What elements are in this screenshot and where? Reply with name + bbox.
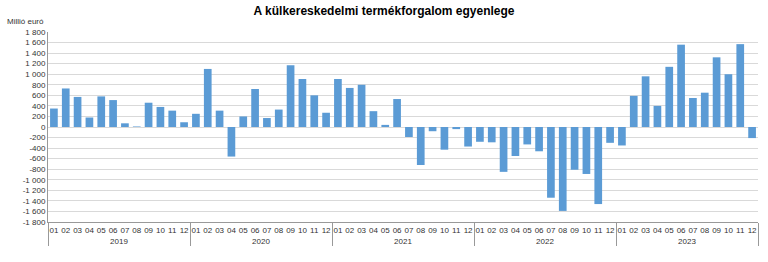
svg-text:-1 400: -1 400 [23,197,46,206]
svg-text:08: 08 [700,226,709,235]
svg-text:11: 11 [736,226,745,235]
svg-text:2021: 2021 [394,237,412,246]
svg-text:08: 08 [558,226,567,235]
svg-text:-1 600: -1 600 [23,207,46,216]
svg-text:03: 03 [215,226,224,235]
svg-text:04: 04 [85,226,94,235]
svg-text:12: 12 [464,226,473,235]
svg-text:03: 03 [73,226,82,235]
svg-text:12: 12 [322,226,331,235]
svg-text:02: 02 [629,226,638,235]
svg-text:01: 01 [49,226,58,235]
svg-text:09: 09 [570,226,579,235]
svg-text:07: 07 [262,226,271,235]
svg-text:03: 03 [499,226,508,235]
svg-text:09: 09 [428,226,437,235]
svg-text:2020: 2020 [252,237,270,246]
svg-text:04: 04 [511,226,520,235]
svg-text:06: 06 [677,226,686,235]
svg-text:08: 08 [274,226,283,235]
svg-text:200: 200 [32,112,46,121]
svg-text:-800: -800 [29,165,46,174]
svg-text:A külkereskedelmi termékforgal: A külkereskedelmi termékforgalom egyenle… [254,4,515,18]
svg-text:11: 11 [452,226,461,235]
svg-text:1 600: 1 600 [25,38,46,47]
svg-text:05: 05 [239,226,248,235]
svg-text:09: 09 [286,226,295,235]
svg-text:04: 04 [653,226,662,235]
svg-text:-1 000: -1 000 [23,176,46,185]
svg-text:05: 05 [97,226,106,235]
svg-text:06: 06 [251,226,260,235]
svg-text:1 200: 1 200 [25,59,46,68]
svg-text:02: 02 [203,226,212,235]
svg-text:01: 01 [191,226,200,235]
svg-text:10: 10 [440,226,449,235]
svg-text:09: 09 [712,226,721,235]
svg-text:06: 06 [109,226,118,235]
svg-text:1 000: 1 000 [25,70,46,79]
svg-text:11: 11 [168,226,177,235]
svg-text:05: 05 [381,226,390,235]
svg-text:02: 02 [345,226,354,235]
svg-text:06: 06 [393,226,402,235]
svg-text:01: 01 [475,226,484,235]
svg-text:01: 01 [333,226,342,235]
svg-text:04: 04 [227,226,236,235]
svg-text:12: 12 [748,226,757,235]
svg-text:-600: -600 [29,154,46,163]
svg-text:800: 800 [32,81,46,90]
svg-text:12: 12 [180,226,189,235]
svg-text:10: 10 [724,226,733,235]
svg-text:11: 11 [594,226,603,235]
svg-text:-1 800: -1 800 [23,218,46,227]
svg-text:04: 04 [369,226,378,235]
svg-text:12: 12 [606,226,615,235]
svg-text:400: 400 [32,102,46,111]
svg-text:06: 06 [535,226,544,235]
svg-text:03: 03 [357,226,366,235]
svg-text:-1 200: -1 200 [23,186,46,195]
svg-text:07: 07 [546,226,555,235]
svg-text:07: 07 [404,226,413,235]
svg-text:-400: -400 [29,144,46,153]
svg-text:05: 05 [523,226,532,235]
svg-text:09: 09 [144,226,153,235]
svg-text:2022: 2022 [536,237,554,246]
svg-text:08: 08 [416,226,425,235]
svg-text:07: 07 [688,226,697,235]
svg-text:07: 07 [120,226,129,235]
svg-text:10: 10 [156,226,165,235]
svg-text:10: 10 [298,226,307,235]
svg-text:02: 02 [61,226,70,235]
svg-text:0: 0 [41,123,46,132]
svg-text:08: 08 [132,226,141,235]
svg-text:11: 11 [310,226,319,235]
svg-text:05: 05 [665,226,674,235]
svg-text:600: 600 [32,91,46,100]
svg-text:2023: 2023 [678,237,696,246]
svg-text:01: 01 [617,226,626,235]
svg-text:03: 03 [641,226,650,235]
svg-text:1 800: 1 800 [25,28,46,37]
svg-text:10: 10 [582,226,591,235]
svg-text:Millió euró: Millió euró [7,17,44,26]
svg-text:2019: 2019 [110,237,128,246]
svg-text:1 400: 1 400 [25,49,46,58]
svg-text:-200: -200 [29,133,46,142]
svg-text:02: 02 [487,226,496,235]
